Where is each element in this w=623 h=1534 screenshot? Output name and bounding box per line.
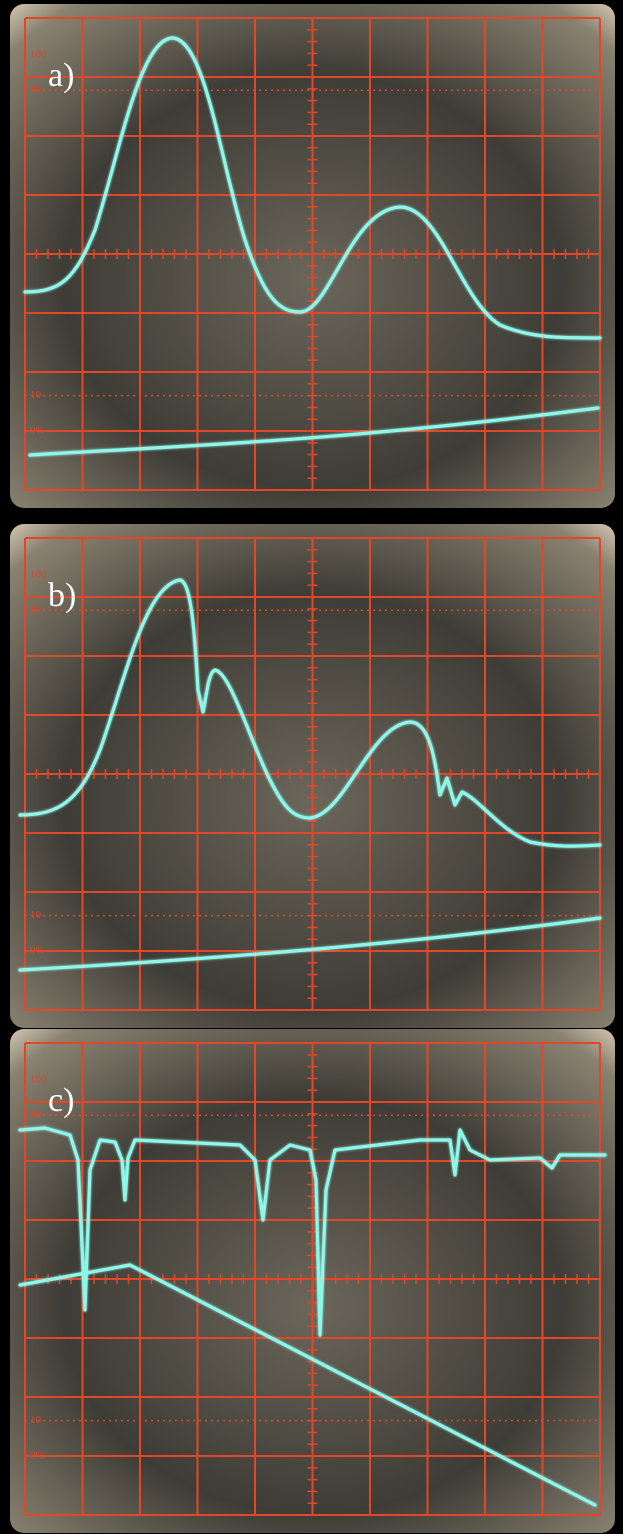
graticule-label: 90 — [30, 84, 42, 96]
graticule-label: 10 — [30, 1414, 42, 1426]
trace — [28, 406, 600, 457]
graticule-label: 90 — [30, 1109, 42, 1121]
graticule-label: 100 — [30, 49, 47, 61]
graticule-label: 90 — [30, 604, 42, 616]
trace — [23, 36, 602, 340]
scope-screen: 100 90 10 0% c) — [10, 1029, 615, 1533]
graticule-label: 100 — [30, 569, 47, 581]
panel-label: a) — [48, 57, 74, 94]
trace — [18, 1126, 607, 1337]
graticule-label: 10 — [30, 389, 42, 401]
graticule-label: 0% — [30, 425, 45, 437]
traces — [18, 36, 607, 1507]
scope-screen: 100 90 10 0% a) — [10, 4, 615, 508]
graticule-label: 10 — [30, 909, 42, 921]
scope-screen: 100 90 10 0% b) — [10, 524, 615, 1028]
trace — [18, 916, 602, 972]
panel-label: b) — [48, 577, 76, 614]
graticule-label: 100 — [30, 1074, 47, 1086]
panel-label: c) — [48, 1082, 74, 1119]
graticule-label: 0% — [30, 945, 45, 957]
trace — [18, 578, 602, 848]
graticule-label: 0% — [30, 1450, 45, 1462]
trace — [18, 1263, 597, 1507]
